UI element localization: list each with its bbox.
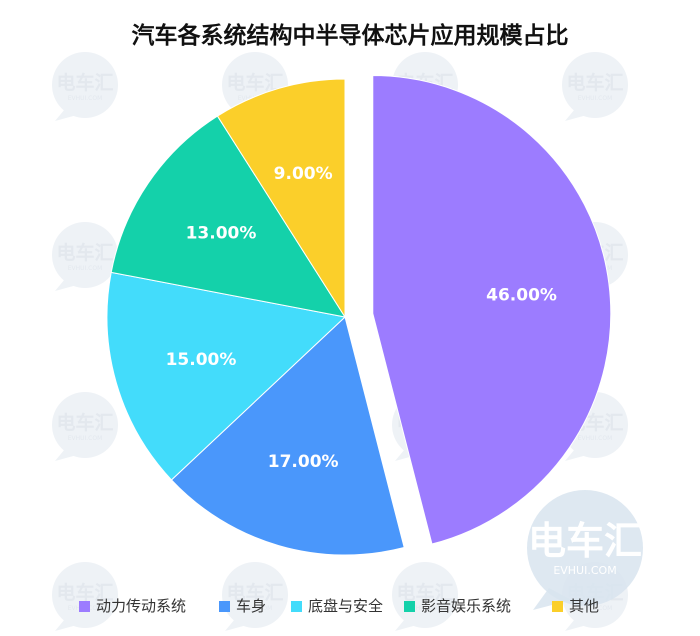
slice-label-3: 15.00% (166, 350, 237, 370)
pie-slice-3 (106, 271, 347, 481)
legend-swatch-4 (404, 601, 415, 612)
watermark-text: 电车汇 (56, 241, 113, 264)
slice-label-2: 17.00% (268, 452, 339, 472)
legend-swatch-1 (79, 601, 90, 612)
slice-label-5: 9.00% (274, 164, 333, 184)
pie-slice-5 (216, 78, 346, 319)
slice-label-4: 13.00% (186, 224, 257, 244)
watermark-subtext: EVHUI.COM (578, 95, 613, 102)
legend-swatch-3 (291, 601, 302, 612)
watermark-subtext: EVHUI.COM (578, 605, 613, 612)
watermark-subtext: EVHUI.COM (238, 605, 273, 612)
pie-slice-1 (372, 74, 612, 545)
watermark-text: 电车汇 (566, 71, 623, 94)
brand-watermark-subtext: EVHUI.COM (553, 564, 616, 577)
watermark-text: 电车汇 (56, 411, 113, 434)
watermark-text: 电车汇 (56, 71, 113, 94)
brand-watermark-text: 电车汇 (528, 519, 642, 563)
watermark-text: 电车汇 (396, 581, 453, 604)
watermark-text: 电车汇 (56, 581, 113, 604)
watermark-subtext: EVHUI.COM (578, 435, 613, 442)
watermark-subtext: EVHUI.COM (68, 95, 103, 102)
chart-title: 汽车各系统结构中半导体芯片应用规模占比 (132, 22, 569, 49)
pie-slice-4 (110, 115, 347, 318)
legend-label-3: 底盘与安全 (308, 597, 383, 615)
legend-swatch-2 (219, 601, 230, 612)
watermark-text: 电车汇 (226, 581, 283, 604)
slice-label-1: 46.00% (486, 286, 557, 306)
pie-slices (106, 74, 612, 556)
pie-labels: 46.00% 17.00% 15.00% 13.00% 9.00% (166, 164, 557, 472)
watermark-subtext: EVHUI.COM (68, 265, 103, 272)
watermark-subtext: EVHUI.COM (68, 435, 103, 442)
legend-label-5: 其他 (569, 597, 599, 615)
watermark-text: 电车汇 (226, 71, 283, 94)
legend-label-4: 影音娱乐系统 (421, 597, 511, 615)
legend-label-1: 动力传动系统 (96, 597, 186, 615)
legend-swatch-5 (552, 601, 563, 612)
legend-label-2: 车身 (236, 597, 266, 615)
chart-legend: 动力传动系统 车身 底盘与安全 影音娱乐系统 其他 (79, 597, 599, 615)
pie-slice-2 (170, 316, 405, 556)
watermark-subtext: EVHUI.COM (408, 605, 443, 612)
